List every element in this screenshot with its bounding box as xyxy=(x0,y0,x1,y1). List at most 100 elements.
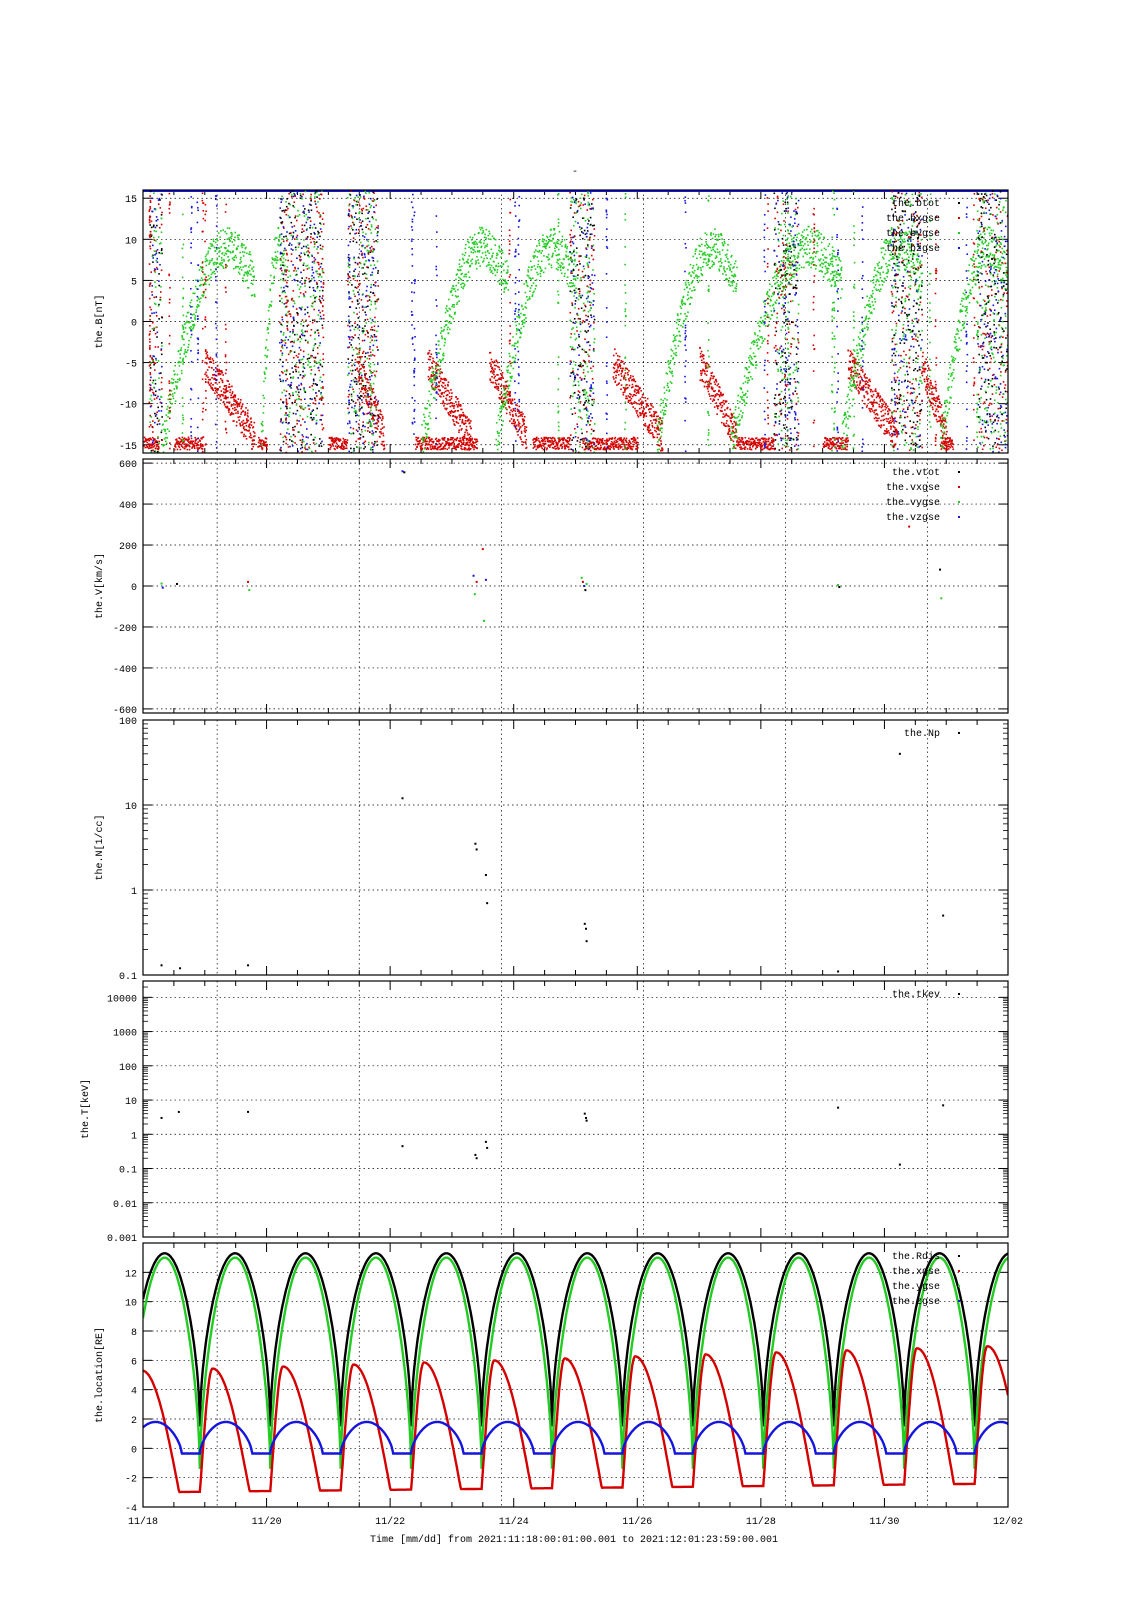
data-point xyxy=(224,385,226,387)
data-point xyxy=(447,439,449,442)
data-point xyxy=(343,442,346,445)
data-point xyxy=(649,432,651,435)
data-point xyxy=(205,374,208,377)
data-point xyxy=(264,373,266,375)
data-point xyxy=(584,448,587,451)
data-point xyxy=(202,294,205,297)
data-point xyxy=(812,257,815,259)
data-point xyxy=(508,405,510,408)
data-point xyxy=(617,438,619,440)
data-point xyxy=(462,257,464,260)
data-point xyxy=(165,414,168,416)
data-point xyxy=(442,395,445,398)
data-point xyxy=(449,405,452,408)
data-point xyxy=(882,400,884,402)
data-point xyxy=(696,277,699,279)
data-point xyxy=(264,441,266,444)
data-point xyxy=(155,440,158,442)
data-point xyxy=(232,267,235,270)
data-point xyxy=(889,417,892,419)
data-point xyxy=(930,387,933,390)
data-point xyxy=(669,367,672,370)
data-point xyxy=(927,384,930,386)
data-point xyxy=(853,362,856,365)
data-point xyxy=(201,262,204,264)
data-point xyxy=(875,409,877,411)
data-point xyxy=(825,267,828,269)
data-point xyxy=(865,406,868,408)
data-point xyxy=(240,244,243,247)
data-point xyxy=(519,427,521,429)
data-point xyxy=(498,247,501,249)
data-point xyxy=(557,266,560,269)
data-point xyxy=(936,420,939,423)
data-point xyxy=(698,279,701,282)
data-point xyxy=(642,409,644,412)
data-point xyxy=(198,298,200,301)
data-point xyxy=(457,295,459,298)
data-point xyxy=(740,410,742,412)
data-point xyxy=(830,447,833,450)
data-point xyxy=(442,382,445,384)
data-point xyxy=(847,439,849,442)
data-point xyxy=(940,448,943,450)
data-point xyxy=(564,245,567,247)
data-point xyxy=(213,263,215,266)
data-point xyxy=(794,264,797,267)
data-point xyxy=(859,387,861,390)
data-point xyxy=(684,282,687,284)
data-point xyxy=(208,378,211,381)
data-point xyxy=(845,423,848,426)
data-point xyxy=(382,432,384,435)
data-point xyxy=(556,240,559,243)
data-point xyxy=(170,381,173,384)
data-point xyxy=(265,445,268,448)
data-point xyxy=(771,440,774,443)
data-point xyxy=(880,419,882,422)
data-point xyxy=(699,379,702,382)
data-point xyxy=(191,320,193,322)
data-point xyxy=(737,443,739,445)
data-point xyxy=(264,445,267,447)
data-point xyxy=(497,262,500,265)
data-point xyxy=(889,434,891,436)
data-point xyxy=(212,374,214,376)
data-point xyxy=(775,274,778,277)
data-point xyxy=(620,360,623,362)
data-point xyxy=(500,256,502,259)
data-point xyxy=(210,276,212,279)
data-point xyxy=(618,382,620,384)
data-point xyxy=(212,238,215,241)
data-point xyxy=(787,273,789,275)
data-point xyxy=(498,418,501,421)
data-point xyxy=(212,359,215,362)
data-point xyxy=(805,248,808,250)
data-point xyxy=(792,246,795,248)
data-point xyxy=(937,404,939,407)
data-point xyxy=(462,439,465,442)
data-point xyxy=(228,383,231,386)
data-point xyxy=(582,442,585,444)
data-point xyxy=(470,260,472,262)
data-point xyxy=(522,419,524,422)
data-point xyxy=(211,244,214,247)
data-point xyxy=(829,280,831,283)
data-point xyxy=(241,251,244,253)
data-point xyxy=(932,413,935,415)
data-point xyxy=(443,325,446,328)
data-point xyxy=(818,259,821,262)
data-point xyxy=(240,407,242,410)
data-point xyxy=(434,445,437,447)
data-point xyxy=(162,443,164,446)
data-point xyxy=(474,446,477,449)
data-point xyxy=(190,299,193,301)
data-point xyxy=(856,372,858,375)
data-point xyxy=(277,243,279,246)
data-point xyxy=(182,438,185,440)
data-point xyxy=(504,279,506,281)
data-point xyxy=(515,428,518,430)
data-point xyxy=(798,232,800,235)
data-point xyxy=(612,354,615,357)
data-point xyxy=(507,289,510,291)
data-point xyxy=(181,336,184,338)
